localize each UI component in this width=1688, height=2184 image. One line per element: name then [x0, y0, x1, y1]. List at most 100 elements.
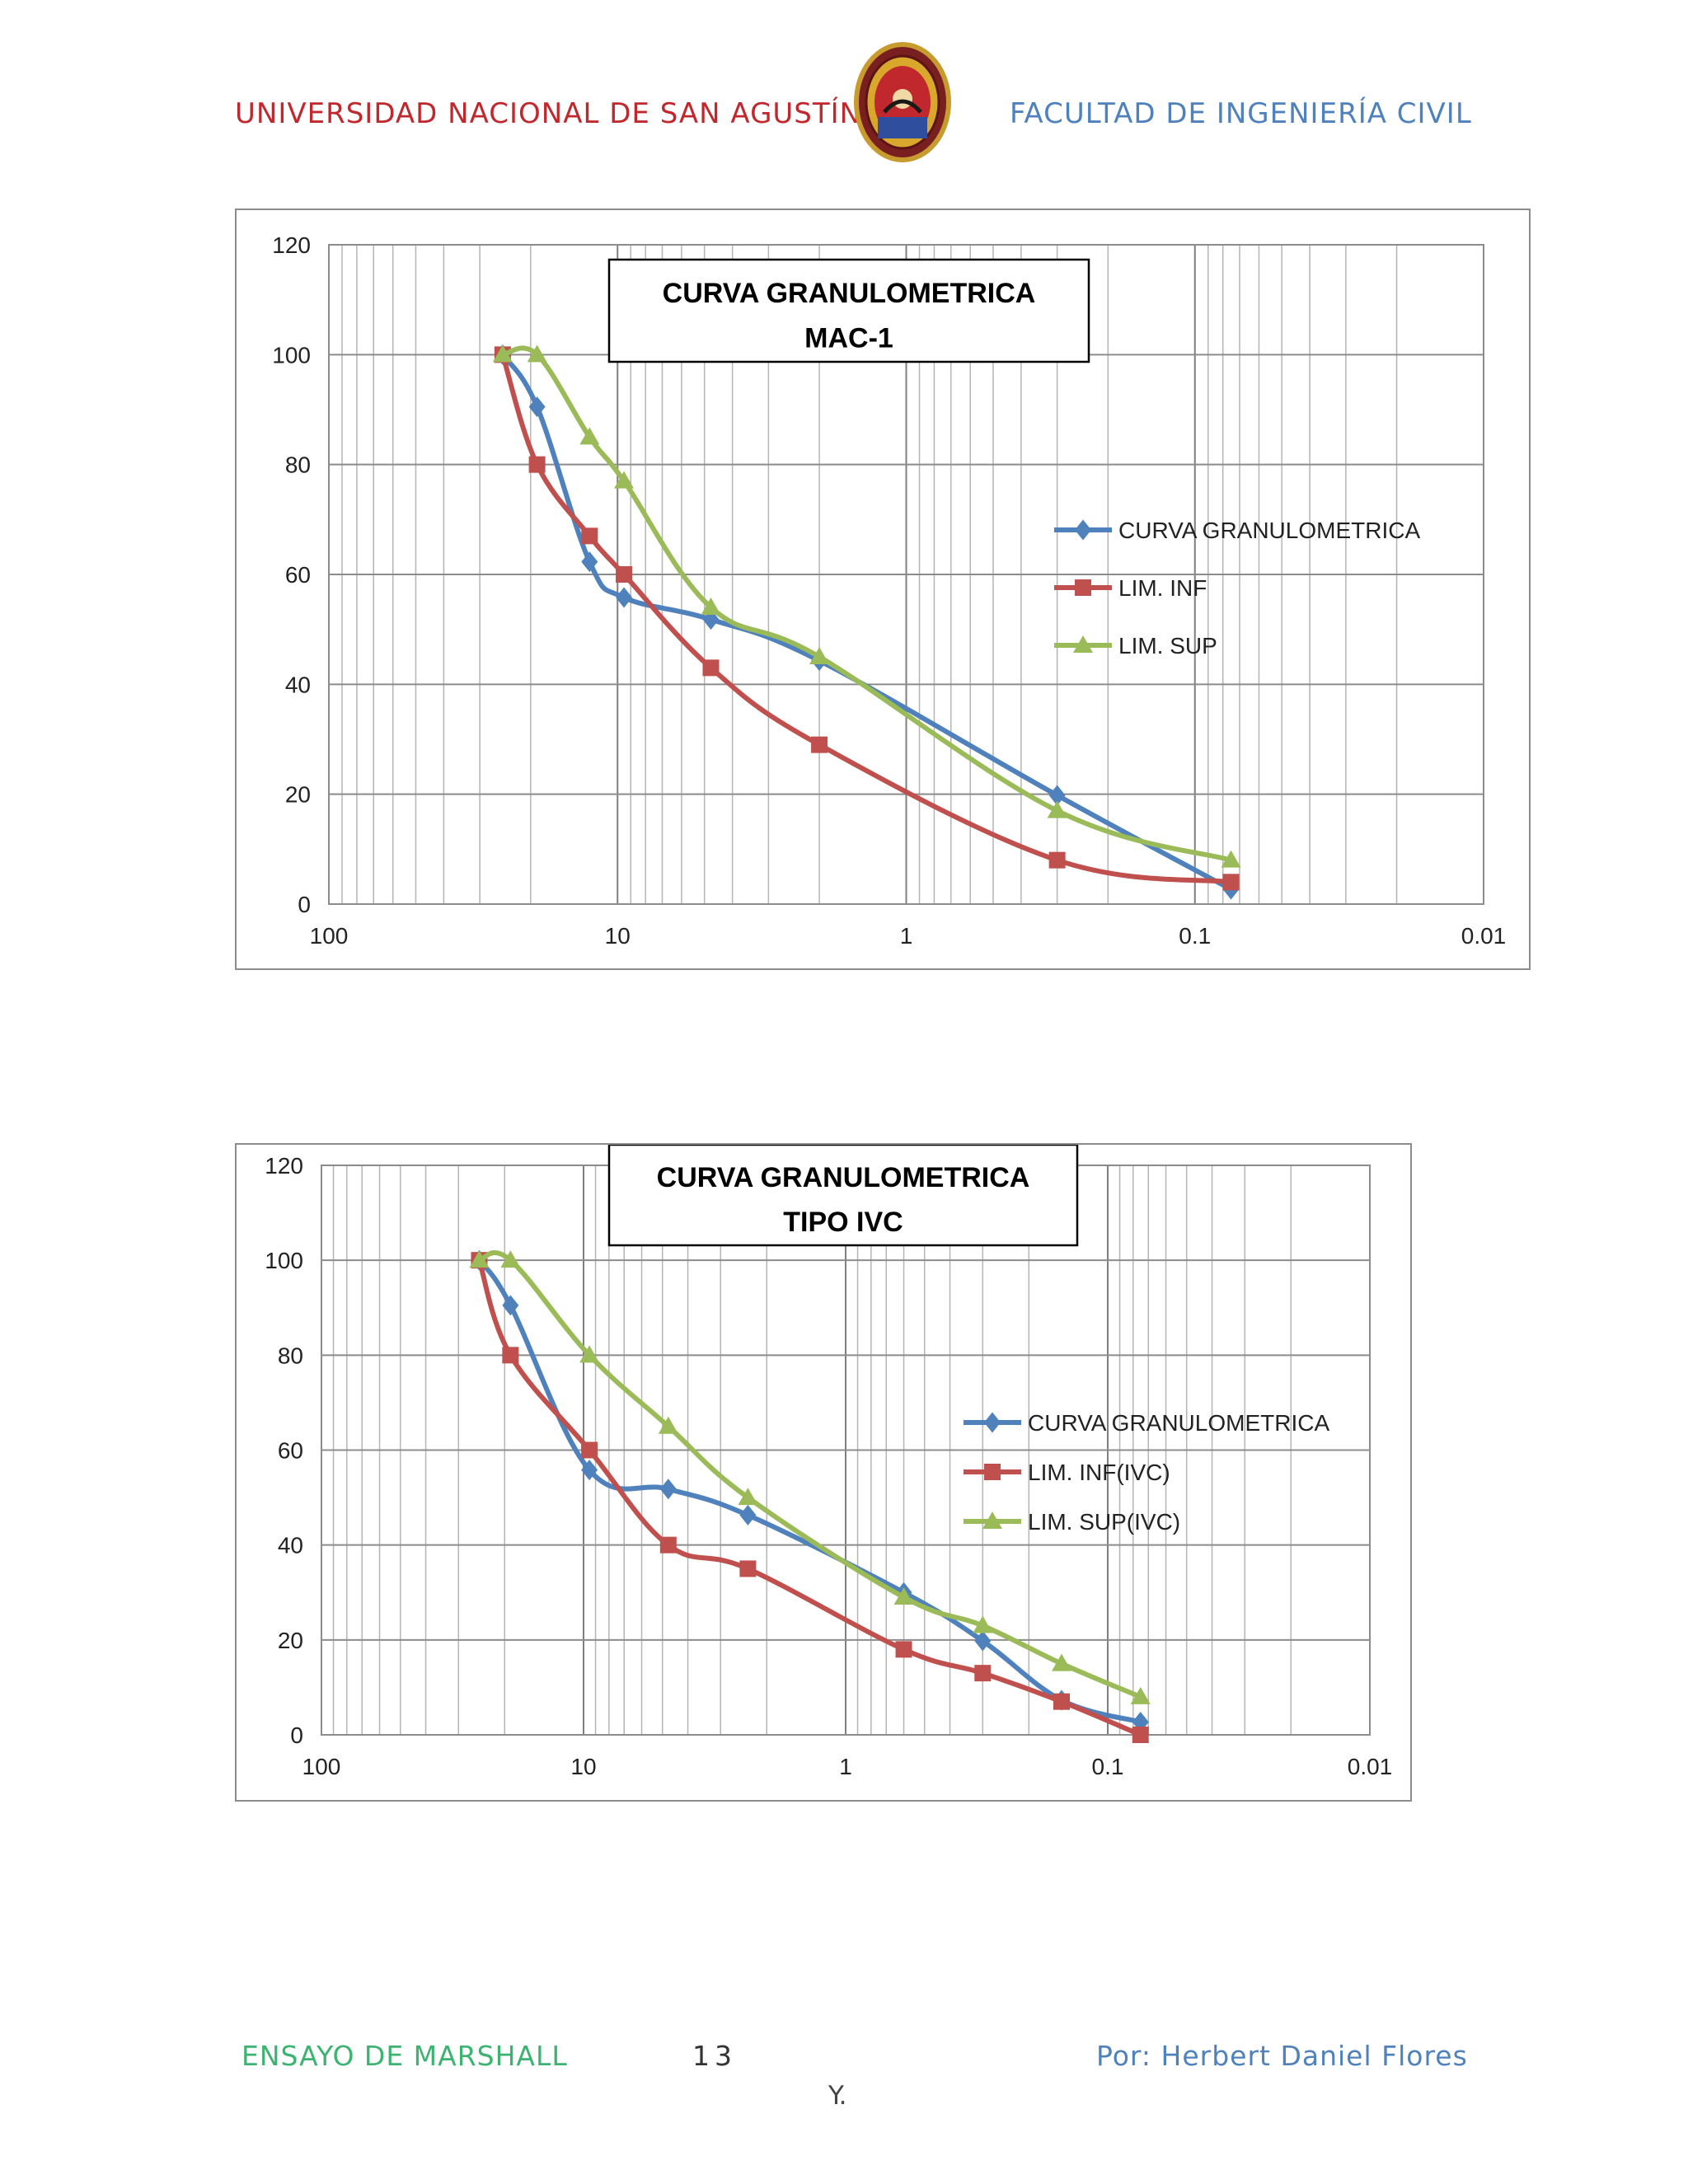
- data-point: [1221, 850, 1241, 868]
- y-tick-label: 100: [265, 1248, 303, 1273]
- data-point: [614, 471, 635, 489]
- page-number: 13: [692, 2040, 737, 2072]
- data-point: [1052, 1653, 1072, 1671]
- y-tick-label: 0: [290, 1722, 303, 1748]
- data-point: [1048, 785, 1066, 806]
- data-point: [492, 344, 513, 363]
- university-name: UNIVERSIDAD NACIONAL DE SAN AGUSTÍN: [235, 97, 862, 130]
- legend-marker: [1073, 635, 1093, 653]
- series-triangle: [492, 344, 1241, 868]
- footer-author: Por: Herbert Daniel Flores: [1096, 2040, 1468, 2072]
- legend-label: LIM. SUP(IVC): [1028, 1509, 1180, 1535]
- series-line: [502, 345, 1232, 863]
- data-point: [616, 587, 633, 608]
- data-point: [739, 1504, 757, 1526]
- data-point: [581, 1460, 598, 1481]
- x-tick-label: 10: [605, 923, 631, 949]
- data-point: [528, 396, 546, 418]
- series-line: [500, 353, 1232, 892]
- legend-marker: [1075, 579, 1091, 596]
- data-point: [502, 1347, 519, 1364]
- data-point: [1047, 800, 1067, 818]
- chart-title: CURVA GRANULOMETRICA: [663, 278, 1036, 309]
- legend-label: LIM. SUP: [1118, 633, 1217, 658]
- y-tick-label: 100: [272, 342, 311, 368]
- footer-author-continuation: Y.: [828, 2081, 847, 2111]
- data-point: [702, 659, 720, 677]
- faculty-name: FACULTAD DE INGENIERÍA CIVIL: [1010, 97, 1472, 130]
- y-tick-label: 120: [272, 232, 311, 258]
- x-tick-label: 1: [900, 923, 913, 949]
- series-triangle: [469, 1250, 1151, 1704]
- legend-label: CURVA GRANULOMETRICA: [1028, 1410, 1329, 1436]
- data-point: [616, 566, 633, 583]
- chart-legend: CURVA GRANULOMETRICA LIM. INF LIM. SUP: [1054, 518, 1420, 658]
- chart-subtitle: TIPO IVC: [783, 1207, 903, 1238]
- data-point: [1130, 1686, 1151, 1704]
- y-tick-label: 80: [278, 1343, 303, 1368]
- series-diamond: [471, 1249, 1149, 1732]
- legend-marker: [982, 1511, 1002, 1529]
- plot-grid: [321, 1165, 1371, 1736]
- data-point: [974, 1630, 992, 1652]
- data-point: [893, 1587, 914, 1605]
- footer-test-name: ENSAYO DE MARSHALL: [241, 2040, 568, 2072]
- plot-area-border: [328, 244, 1484, 905]
- data-point: [579, 427, 600, 445]
- data-point: [1222, 874, 1240, 891]
- x-tick-label: 100: [310, 923, 349, 949]
- x-tick-label: 0.1: [1179, 923, 1211, 949]
- series-line: [476, 1259, 1142, 1737]
- series-square: [471, 1252, 1149, 1743]
- x-tick-label: 10: [570, 1754, 596, 1779]
- series-diamond: [494, 344, 1240, 900]
- data-point: [469, 1250, 490, 1268]
- data-point: [500, 1250, 521, 1268]
- series-line: [500, 354, 1231, 885]
- y-tick-label: 60: [285, 562, 311, 588]
- data-point: [895, 1641, 912, 1658]
- y-tick-label: 40: [285, 672, 311, 697]
- university-seal-icon: [853, 41, 952, 163]
- data-point: [738, 1488, 758, 1506]
- series-square: [494, 346, 1240, 891]
- x-tick-label: 100: [302, 1754, 341, 1779]
- chart-title: CURVA GRANULOMETRICA: [657, 1162, 1030, 1193]
- data-point: [1132, 1727, 1149, 1743]
- data-point: [811, 736, 828, 753]
- chart-subtitle: MAC-1: [804, 323, 893, 354]
- data-point: [502, 1295, 519, 1316]
- y-tick-label: 120: [265, 1153, 303, 1179]
- data-point: [701, 598, 721, 615]
- data-point: [739, 1560, 757, 1577]
- data-point: [581, 527, 598, 545]
- data-point: [579, 1345, 600, 1363]
- y-tick-label: 60: [278, 1438, 303, 1464]
- x-tick-label: 0.1: [1092, 1754, 1124, 1779]
- data-point: [809, 647, 830, 664]
- x-tick-label: 0.01: [1461, 923, 1507, 949]
- legend-label: LIM. INF(IVC): [1028, 1460, 1170, 1485]
- legend-label: CURVA GRANULOMETRICA: [1118, 518, 1420, 543]
- data-point: [1048, 851, 1066, 869]
- data-point: [581, 1441, 598, 1459]
- chart-tipo-ivc: 0 20 40 60 80 100 120 100 10 1 0.1 0.01 CURVA GRANUL…: [235, 1143, 1412, 1802]
- legend-label: LIM. INF: [1118, 575, 1207, 601]
- chart-title-box: [607, 258, 1090, 363]
- data-point: [659, 1536, 677, 1554]
- y-tick-label: 80: [285, 452, 311, 478]
- data-point: [1132, 1711, 1149, 1732]
- legend-marker: [984, 1412, 1001, 1433]
- y-tick-label: 0: [298, 892, 311, 917]
- data-point: [527, 344, 547, 363]
- chart-title-box: [607, 1145, 1079, 1247]
- data-point: [973, 1615, 993, 1633]
- data-point: [581, 551, 598, 573]
- legend-marker: [1075, 519, 1091, 541]
- x-tick-label: 1: [839, 1754, 852, 1779]
- y-tick-label: 20: [278, 1628, 303, 1653]
- x-tick-label: 0.01: [1348, 1754, 1393, 1779]
- data-point: [1053, 1693, 1071, 1710]
- data-point: [702, 609, 720, 630]
- data-point: [659, 1479, 677, 1500]
